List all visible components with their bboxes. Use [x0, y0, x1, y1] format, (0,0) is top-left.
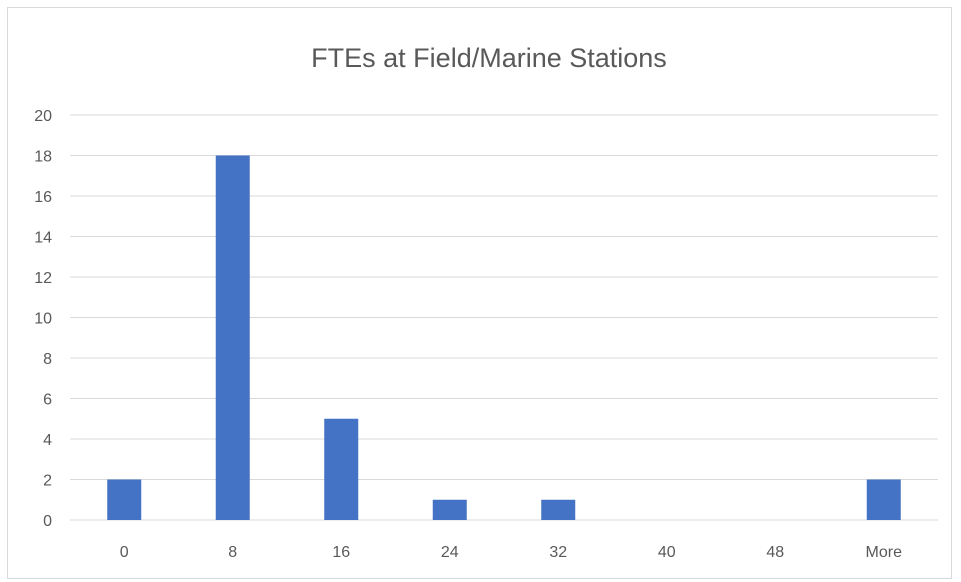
x-tick-label: 8: [228, 544, 237, 561]
y-tick-label: 18: [34, 149, 52, 166]
chart-frame: [7, 7, 952, 579]
y-tick-label: 8: [43, 351, 52, 368]
x-tick-label: 40: [658, 544, 676, 561]
y-tick-label: 16: [34, 189, 52, 206]
x-axis-ticks: 0 8 16 24 32 40 48 More: [120, 544, 902, 561]
y-tick-label: 10: [34, 311, 52, 328]
bar-more: [866, 479, 901, 520]
y-tick-label: 12: [34, 270, 52, 287]
bar-0: [107, 479, 142, 520]
x-tick-label: 48: [766, 544, 784, 561]
gridlines: [70, 114, 938, 521]
bars: [107, 155, 901, 520]
x-tick-label: 16: [332, 544, 350, 561]
y-tick-label: 2: [43, 473, 52, 490]
bar-24: [432, 499, 467, 520]
y-tick-label: 14: [34, 230, 52, 247]
bar-32: [541, 499, 576, 520]
y-axis-ticks: 0 2 4 6 8 10 12 14 16 18 20: [34, 108, 52, 530]
y-tick-label: 4: [43, 432, 52, 449]
chart-title: FTEs at Field/Marine Stations: [311, 43, 667, 73]
bar-16: [324, 418, 359, 520]
x-tick-label: 0: [120, 544, 129, 561]
x-tick-label: More: [866, 544, 903, 561]
x-tick-label: 32: [549, 544, 567, 561]
bar-8: [215, 155, 250, 520]
x-tick-label: 24: [441, 544, 459, 561]
y-tick-label: 0: [43, 513, 52, 530]
y-tick-label: 6: [43, 392, 52, 409]
y-tick-label: 20: [34, 108, 52, 125]
